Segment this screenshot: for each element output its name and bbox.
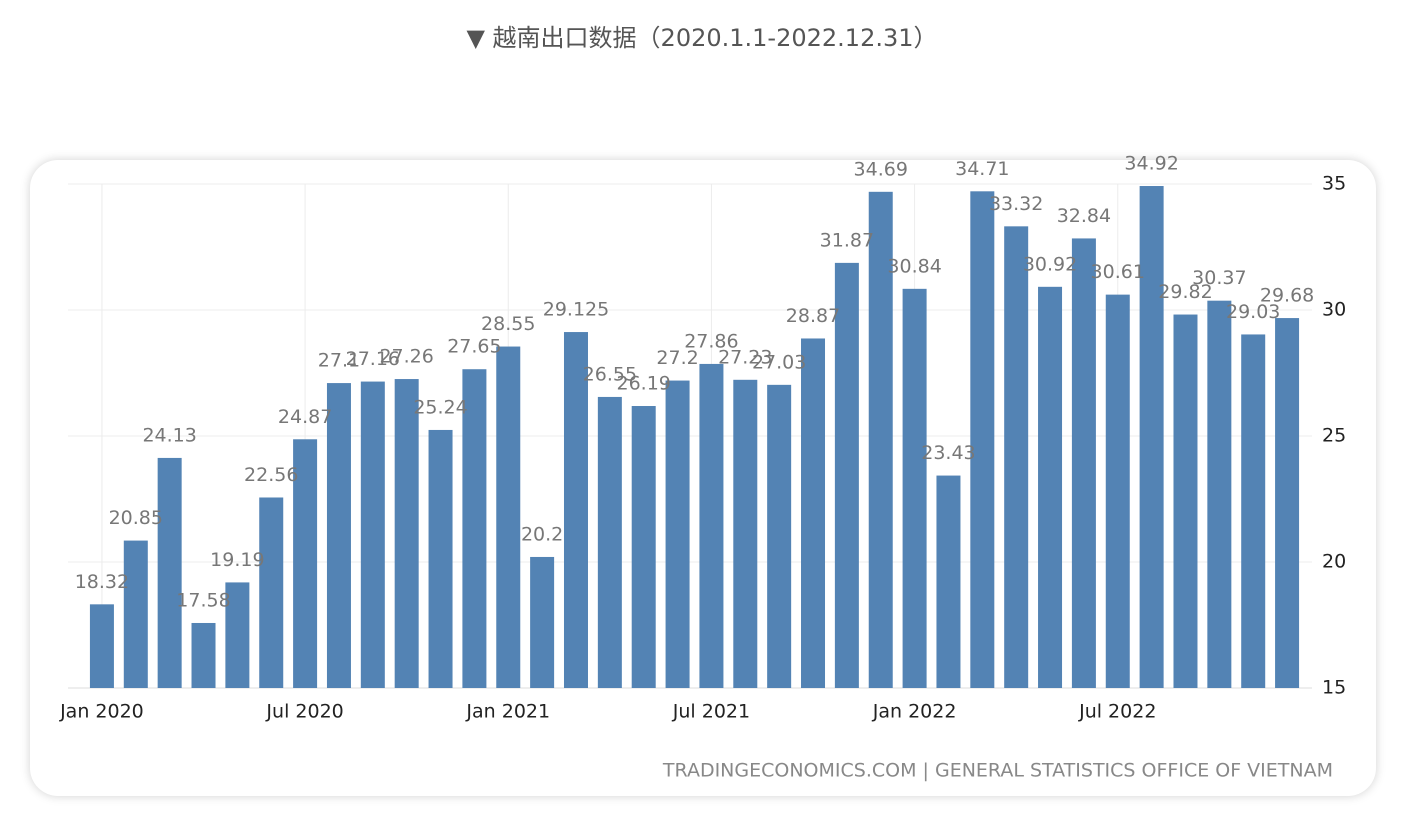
bar <box>428 429 453 688</box>
y-tick-label: 20 <box>1322 551 1346 573</box>
bar <box>631 406 656 688</box>
bar <box>834 262 859 688</box>
bar <box>293 439 318 688</box>
bar <box>496 346 521 688</box>
bar <box>360 381 385 688</box>
value-label: 22.56 <box>244 464 298 486</box>
bar <box>563 332 588 688</box>
bar <box>462 369 487 688</box>
bar <box>767 384 792 688</box>
value-label: 29.125 <box>543 299 609 321</box>
bar <box>936 475 961 688</box>
bar <box>326 383 351 688</box>
value-label: 29.68 <box>1260 285 1314 307</box>
value-label: 30.92 <box>1023 253 1077 275</box>
bar <box>1207 300 1232 688</box>
bar <box>1139 186 1164 689</box>
value-label: 30.37 <box>1192 267 1246 289</box>
value-label: 30.61 <box>1091 261 1145 283</box>
source-note: TRADINGECONOMICS.COM | GENERAL STATISTIC… <box>662 760 1333 782</box>
bar <box>394 379 419 688</box>
bar <box>1038 286 1063 688</box>
value-label: 31.87 <box>820 229 874 251</box>
bar <box>902 288 927 688</box>
bar <box>530 556 555 688</box>
bar <box>1071 238 1096 688</box>
x-tick-label: Jan 2020 <box>59 701 144 723</box>
value-label: 28.55 <box>481 313 535 335</box>
value-label: 29.03 <box>1226 301 1280 323</box>
value-label: 33.32 <box>989 193 1043 215</box>
bar <box>89 604 114 688</box>
value-label: 27.65 <box>447 336 501 358</box>
value-label: 17.58 <box>176 589 230 611</box>
x-tick-label: Jul 2020 <box>265 701 343 723</box>
value-label: 24.13 <box>142 424 196 446</box>
value-label: 34.92 <box>1124 153 1178 175</box>
value-label: 30.84 <box>887 255 941 277</box>
bar <box>970 191 995 689</box>
value-label: 27.26 <box>379 346 433 368</box>
value-label: 28.87 <box>786 305 840 327</box>
bar <box>191 622 216 688</box>
value-label: 25.24 <box>413 396 467 418</box>
bar <box>1275 318 1300 688</box>
value-label: 29.82 <box>1158 281 1212 303</box>
value-label: 18.32 <box>75 571 129 593</box>
x-tick-label: Jan 2022 <box>872 701 957 723</box>
bar <box>1105 294 1130 688</box>
x-tick-label: Jan 2021 <box>465 701 550 723</box>
bar <box>259 497 284 688</box>
value-label: 24.87 <box>278 406 332 428</box>
value-label: 27.1 <box>318 350 360 372</box>
page-title: ▼ 越南出口数据（2020.1.1-2022.12.31） <box>466 24 938 52</box>
value-label: 20.2 <box>521 523 563 545</box>
value-label: 26.19 <box>617 373 671 395</box>
value-label: 34.71 <box>955 158 1009 180</box>
bar <box>123 540 148 688</box>
y-tick-label: 15 <box>1322 677 1346 699</box>
value-label: 27.16 <box>346 348 400 370</box>
bar <box>597 396 622 688</box>
y-tick-label: 30 <box>1322 299 1346 321</box>
value-label: 27.23 <box>718 346 772 368</box>
bar <box>157 457 182 688</box>
bar <box>699 363 724 688</box>
value-label: 34.69 <box>854 158 908 180</box>
value-label: 23.43 <box>921 442 975 464</box>
value-label: 27.2 <box>656 347 698 369</box>
bar <box>1241 334 1266 688</box>
bar <box>733 379 758 688</box>
value-label: 26.55 <box>583 363 637 385</box>
y-tick-label: 35 <box>1322 173 1346 195</box>
y-tick-label: 25 <box>1322 425 1346 447</box>
bar <box>868 191 893 688</box>
value-label: 27.03 <box>752 351 806 373</box>
x-tick-label: Jul 2021 <box>672 701 750 723</box>
x-tick-label: Jul 2022 <box>1078 701 1156 723</box>
bar <box>1173 314 1198 688</box>
value-label: 32.84 <box>1057 205 1111 227</box>
value-label: 20.85 <box>109 507 163 529</box>
bar <box>665 380 690 688</box>
bar <box>225 582 250 688</box>
bar <box>801 338 826 688</box>
bar <box>1004 226 1029 688</box>
value-label: 19.19 <box>210 549 264 571</box>
value-label: 27.86 <box>684 330 738 352</box>
